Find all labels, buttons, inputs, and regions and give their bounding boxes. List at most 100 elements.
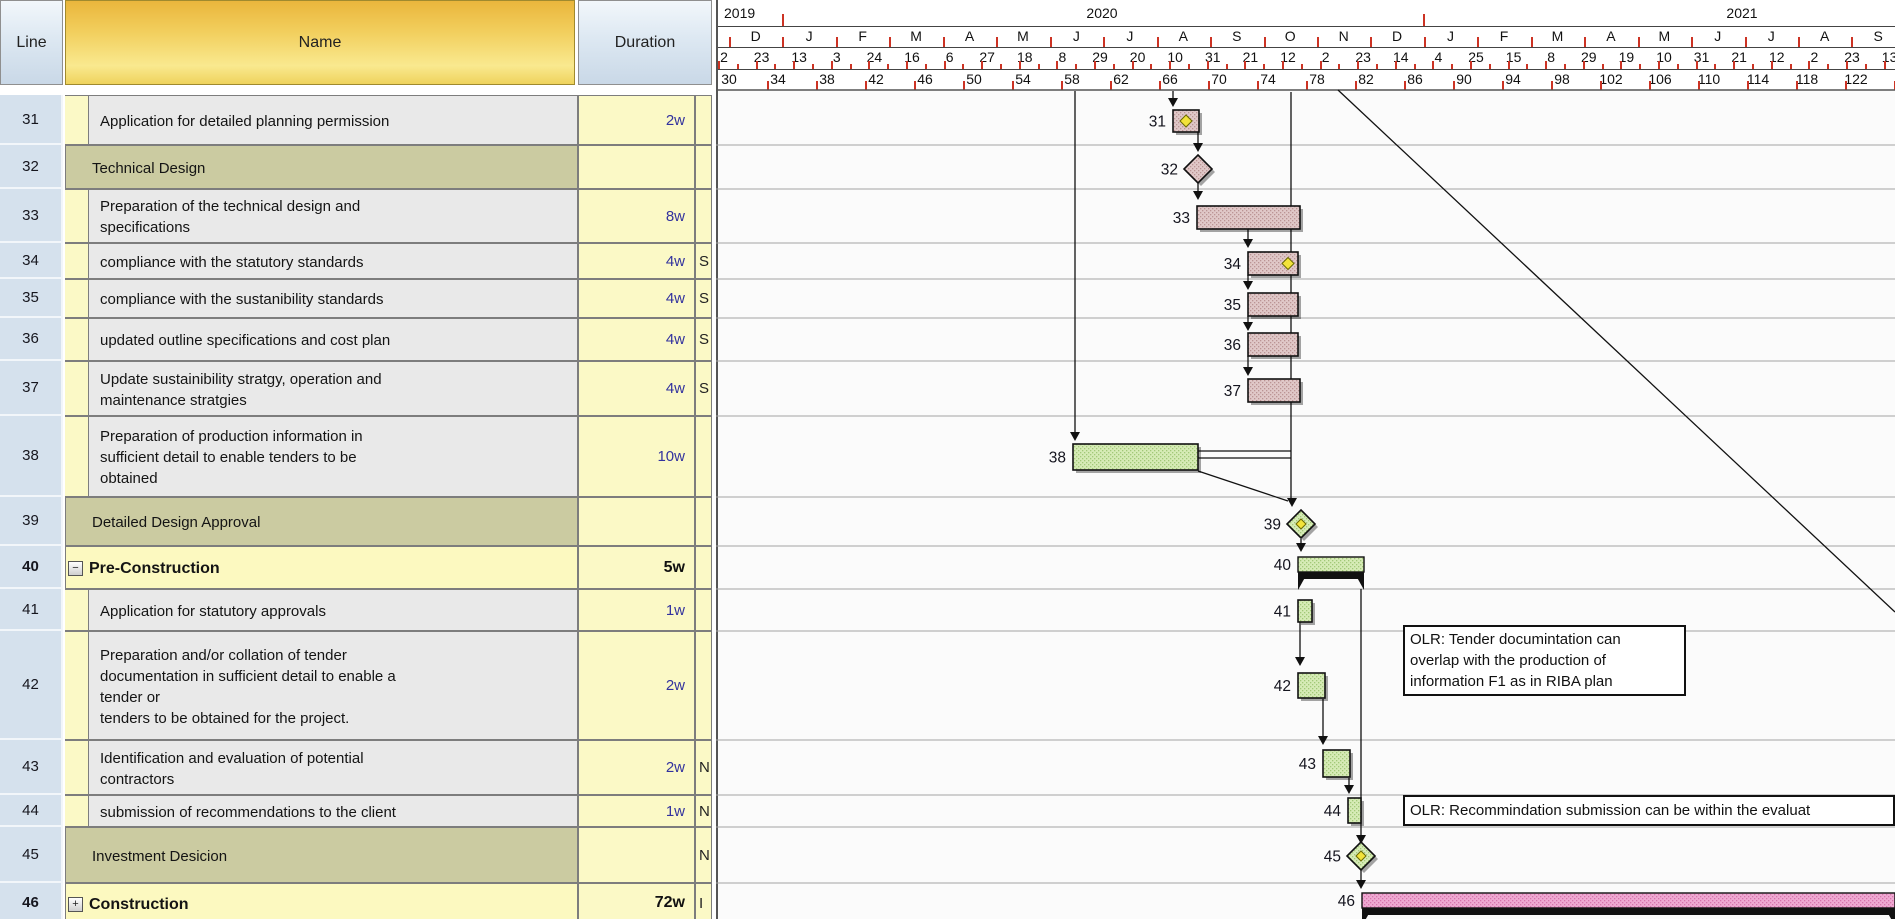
task-name-cell-46[interactable]: + Construction [65, 883, 578, 919]
line-number-cell-31[interactable]: 31 [0, 95, 63, 145]
notes-sliver-cell-39[interactable] [695, 497, 712, 546]
timeline-header[interactable]: 2019 2020 2021 D J F M A M J J A S O N D J F M A M J J A S 2 23 13 3… [716, 0, 1895, 90]
duration-cell-34[interactable]: 4w [578, 243, 695, 279]
line-number-cell-44[interactable]: 44 [0, 795, 63, 827]
notes-sliver-cell-42[interactable] [695, 631, 712, 740]
task-name-cell-39[interactable]: Detailed Design Approval [65, 497, 578, 546]
line-number-cell-36[interactable]: 36 [0, 318, 63, 361]
gantt-task-bar-44[interactable] [1347, 797, 1362, 824]
link-arrowhead [1344, 785, 1354, 794]
timescale-tick [1159, 81, 1161, 90]
note-text-clipped: N [699, 846, 710, 864]
notes-sliver-cell-44[interactable]: N [695, 795, 712, 827]
notes-sliver-cell-41[interactable] [695, 589, 712, 631]
week-number-label: 50 [966, 71, 982, 87]
task-name-cell-36[interactable]: updated outline specifications and cost … [88, 318, 578, 361]
notes-sliver-cell-37[interactable]: S [695, 361, 712, 416]
week-number-label: 42 [868, 71, 884, 87]
year-label: 2021 [1726, 5, 1758, 21]
task-name-cell-45[interactable]: Investment Desicion [65, 827, 578, 883]
line-number-cell-40[interactable]: 40 [0, 546, 63, 589]
task-name-cell-32[interactable]: Technical Design [65, 145, 578, 189]
notes-sliver-cell-33[interactable] [695, 189, 712, 243]
task-name-cell-41[interactable]: Application for statutory approvals [88, 589, 578, 631]
collapse-icon[interactable]: − [68, 561, 83, 576]
timescale-tick [1423, 37, 1426, 47]
duration-cell-31[interactable]: 2w [578, 95, 695, 145]
duration-cell-41[interactable]: 1w [578, 589, 695, 631]
notes-sliver-cell-34[interactable]: S [695, 243, 712, 279]
task-name-cell-37[interactable]: Update sustainibility stratgy, operation… [88, 361, 578, 416]
duration-cell-35[interactable]: 4w [578, 279, 695, 318]
annotation-note-tender-documentation[interactable]: OLR: Tender documintation can overlap wi… [1403, 625, 1686, 696]
notes-sliver-cell-45[interactable]: N [695, 827, 712, 883]
annotation-note-recommendation-submission[interactable]: OLR: Recommindation submission can be wi… [1403, 795, 1895, 826]
gantt-task-bar-33[interactable] [1196, 205, 1301, 230]
duration-cell-33[interactable]: 8w [578, 189, 695, 243]
task-name-cell-40[interactable]: − Pre-Construction [65, 546, 578, 589]
timescale-tick [963, 81, 965, 90]
gantt-task-bar-35[interactable] [1247, 292, 1299, 317]
line-number-cell-41[interactable]: 41 [0, 589, 63, 631]
notes-sliver-cell-38[interactable] [695, 416, 712, 497]
task-name-cell-38[interactable]: Preparation of production information in… [88, 416, 578, 497]
gantt-task-bar-34[interactable] [1247, 251, 1299, 276]
task-name-cell-31[interactable]: Application for detailed planning permis… [88, 95, 578, 145]
line-number-cell-43[interactable]: 43 [0, 740, 63, 795]
link-arrowhead [1070, 432, 1080, 441]
notes-sliver-cell-31[interactable] [695, 95, 712, 145]
expand-icon[interactable]: + [68, 896, 83, 912]
duration-cell-46[interactable]: 72w [578, 883, 695, 919]
line-number-cell-45[interactable]: 45 [0, 827, 63, 883]
notes-sliver-cell-46[interactable]: I [695, 883, 712, 919]
line-number-cell-46[interactable]: 46 [0, 883, 63, 919]
gantt-task-bar-42[interactable] [1297, 672, 1326, 699]
line-number-cell-42[interactable]: 42 [0, 631, 63, 740]
line-number-cell-33[interactable]: 33 [0, 189, 63, 243]
duration-cell-37[interactable]: 4w [578, 361, 695, 416]
line-number-cell-34[interactable]: 34 [0, 243, 63, 279]
gantt-task-bar-38[interactable] [1072, 443, 1199, 471]
duration-cell-40[interactable]: 5w [578, 546, 695, 589]
notes-sliver-cell-35[interactable]: S [695, 279, 712, 318]
duration-cell-36[interactable]: 4w [578, 318, 695, 361]
notes-sliver-cell-43[interactable]: N [695, 740, 712, 795]
line-number-cell-39[interactable]: 39 [0, 497, 63, 546]
gantt-milestone-32[interactable] [1182, 153, 1214, 185]
duration-cell-32[interactable] [578, 145, 695, 189]
timescale-tick [767, 81, 769, 90]
task-name: submission of recommendations to the cli… [100, 803, 396, 821]
gantt-summary-bar-46[interactable] [1361, 892, 1895, 909]
task-name-cell-42[interactable]: Preparation and/or collation of tender do… [88, 631, 578, 740]
gantt-task-bar-37[interactable] [1247, 378, 1301, 403]
notes-sliver-cell-40[interactable] [695, 546, 712, 589]
task-name-cell-34[interactable]: compliance with the statutory standards [88, 243, 578, 279]
gantt-task-bar-36[interactable] [1247, 332, 1299, 357]
timescale-tick [1747, 81, 1749, 90]
dependency-link-line [1337, 89, 1895, 613]
duration-cell-38[interactable]: 10w [578, 416, 695, 497]
gantt-task-bar-41[interactable] [1297, 599, 1313, 623]
duration-cell-39[interactable] [578, 497, 695, 546]
notes-sliver-cell-36[interactable]: S [695, 318, 712, 361]
line-number-cell-35[interactable]: 35 [0, 279, 63, 318]
line-number-cell-37[interactable]: 37 [0, 361, 63, 416]
duration-cell-42[interactable]: 2w [578, 631, 695, 740]
notes-sliver-cell-32[interactable] [695, 145, 712, 189]
duration-cell-45[interactable] [578, 827, 695, 883]
gantt-summary-bar-40[interactable] [1297, 556, 1365, 573]
task-name-cell-43[interactable]: Identification and evaluation of potenti… [88, 740, 578, 795]
line-number-cell-32[interactable]: 32 [0, 145, 63, 189]
timescale-tick [1263, 64, 1266, 69]
duration-cell-43[interactable]: 2w [578, 740, 695, 795]
duration-value: 72w [654, 894, 685, 911]
week-number-label: 122 [1844, 71, 1868, 87]
task-name-cell-35[interactable]: compliance with the sustanibility standa… [88, 279, 578, 318]
line-number-cell-38[interactable]: 38 [0, 416, 63, 497]
task-name-cell-33[interactable]: Preparation of the technical design and s… [88, 189, 578, 243]
task-name-cell-44[interactable]: submission of recommendations to the cli… [88, 795, 578, 827]
duration-cell-44[interactable]: 1w [578, 795, 695, 827]
note-text-clipped: S [699, 290, 710, 307]
bar-row-number-label: 32 [1161, 162, 1178, 179]
gantt-task-bar-43[interactable] [1322, 749, 1351, 778]
